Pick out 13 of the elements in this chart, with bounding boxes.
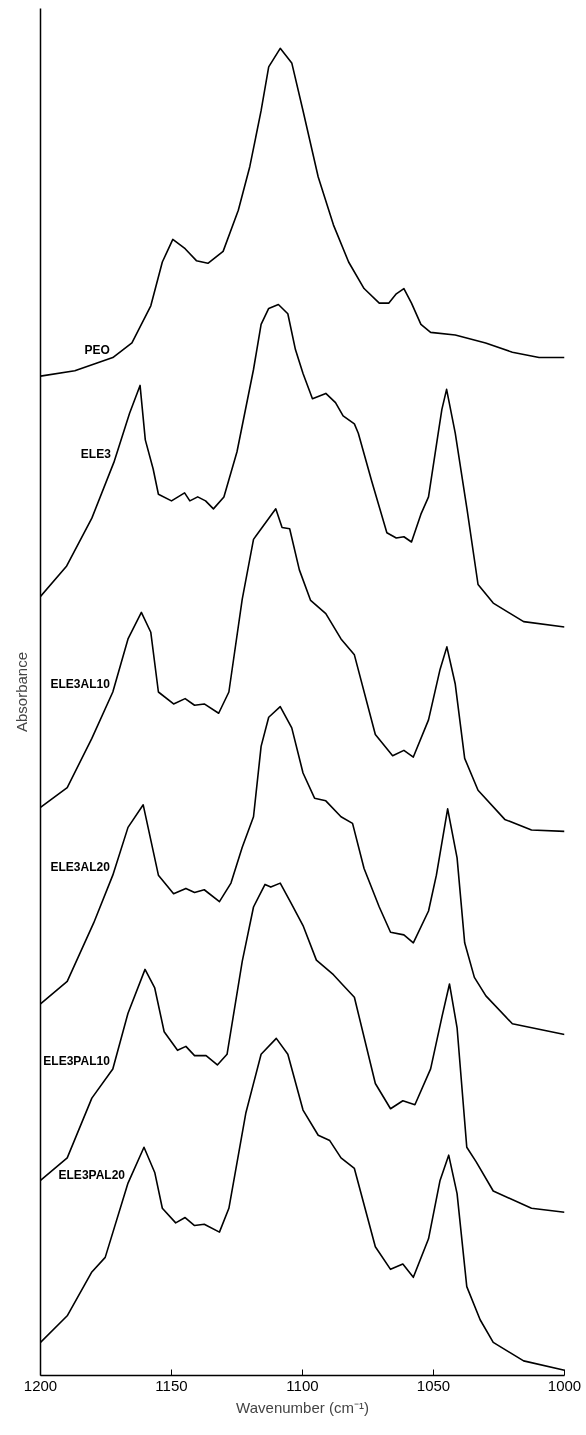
x-tick-label: 1100 <box>286 1376 319 1394</box>
series-label: ELE3AL20 <box>50 860 111 875</box>
series-label: ELE3PAL20 <box>58 1168 126 1183</box>
x-tick-label: 1200 <box>23 1376 58 1394</box>
x-tick-label: 1000 <box>547 1376 582 1394</box>
series-label: PEO <box>84 342 110 357</box>
series-label: ELE3 <box>80 447 112 462</box>
x-tick-label: 1150 <box>155 1376 188 1394</box>
x-tick-label: 1050 <box>416 1376 451 1394</box>
x-axis-title: Wavenumber (cm⁻¹) <box>236 1398 369 1416</box>
series-label: ELE3AL10 <box>50 677 111 691</box>
y-axis-title: Absorbance <box>12 651 30 733</box>
series-label: ELE3PAL10 <box>43 1053 111 1068</box>
